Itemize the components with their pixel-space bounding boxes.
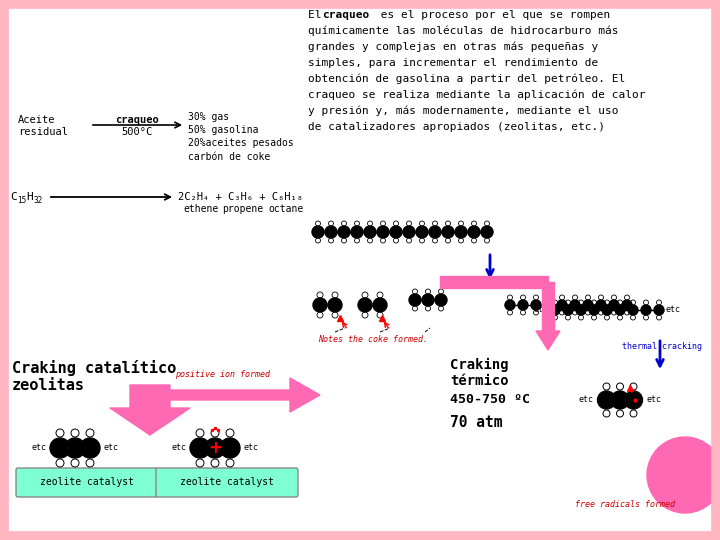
Circle shape [609, 300, 619, 310]
Polygon shape [170, 378, 320, 412]
FancyBboxPatch shape [156, 468, 298, 497]
Text: simples, para incrementar el rendimiento de: simples, para incrementar el rendimiento… [308, 58, 598, 68]
Circle shape [576, 305, 586, 315]
Circle shape [598, 391, 616, 409]
Text: +: + [208, 439, 222, 457]
Circle shape [220, 438, 240, 458]
Circle shape [429, 226, 441, 238]
Text: zeolite catalyst: zeolite catalyst [40, 477, 134, 487]
Text: etc: etc [104, 443, 119, 453]
Circle shape [505, 300, 515, 310]
Circle shape [622, 300, 632, 310]
Circle shape [435, 294, 447, 306]
Circle shape [455, 226, 467, 238]
Text: thermal cracking: thermal cracking [622, 342, 702, 351]
Text: etc: etc [31, 443, 46, 453]
Text: obtención de gasolina a partir del petróleo. El: obtención de gasolina a partir del petró… [308, 74, 625, 84]
Text: es el proceso por el que se rompen: es el proceso por el que se rompen [374, 10, 611, 20]
Circle shape [358, 298, 372, 312]
Circle shape [481, 226, 493, 238]
Circle shape [596, 300, 606, 310]
Circle shape [611, 391, 629, 409]
Text: 30% gas
50% gasolina
20%aceites pesados
carbón de coke: 30% gas 50% gasolina 20%aceites pesados … [188, 112, 294, 161]
Circle shape [468, 226, 480, 238]
Text: y presión y, más modernamente, mediante el uso: y presión y, más modernamente, mediante … [308, 106, 618, 117]
Text: grandes y complejas en otras más pequeñas y: grandes y complejas en otras más pequeña… [308, 42, 598, 52]
Text: 500°C: 500°C [122, 127, 153, 137]
Circle shape [557, 300, 567, 310]
Text: C: C [10, 192, 17, 202]
Text: etc: etc [666, 306, 681, 314]
Text: 2C₂H₄ + C₃H₆ + C₈H₁₈: 2C₂H₄ + C₃H₆ + C₈H₁₈ [178, 192, 303, 202]
Circle shape [624, 391, 642, 409]
Circle shape [416, 226, 428, 238]
Circle shape [80, 438, 100, 458]
Circle shape [190, 438, 210, 458]
Circle shape [531, 300, 541, 310]
Text: free radicals formed: free radicals formed [575, 500, 675, 509]
Circle shape [422, 294, 434, 306]
Circle shape [390, 226, 402, 238]
Circle shape [50, 438, 70, 458]
Circle shape [570, 300, 580, 310]
Text: propene: propene [222, 204, 263, 214]
Text: Craking catalítico
zeolitas: Craking catalítico zeolitas [12, 360, 176, 394]
Circle shape [313, 298, 327, 312]
Circle shape [615, 305, 625, 315]
Circle shape [205, 438, 225, 458]
Text: Aceite
residual: Aceite residual [18, 115, 68, 137]
Text: ethene: ethene [183, 204, 218, 214]
Circle shape [654, 305, 664, 315]
Circle shape [373, 298, 387, 312]
Text: Craking
térmico: Craking térmico [450, 358, 508, 388]
Circle shape [544, 300, 554, 310]
Circle shape [65, 438, 85, 458]
Text: etc: etc [244, 443, 259, 453]
Text: 70 atm: 70 atm [450, 415, 503, 430]
Circle shape [351, 226, 363, 238]
Text: 32: 32 [33, 196, 42, 205]
Text: etc: etc [171, 443, 186, 453]
Text: Notes the coke formed.: Notes the coke formed. [318, 335, 428, 344]
Text: de catalizadores apropiados (zeolitas, etc.): de catalizadores apropiados (zeolitas, e… [308, 122, 605, 132]
Circle shape [312, 226, 324, 238]
Circle shape [583, 300, 593, 310]
Text: H: H [26, 192, 32, 202]
Text: positive ion formed: positive ion formed [175, 370, 270, 379]
Circle shape [328, 298, 342, 312]
Circle shape [641, 305, 651, 315]
Circle shape [550, 305, 560, 315]
Circle shape [377, 226, 389, 238]
Text: etc: etc [578, 395, 593, 404]
Text: craqueo: craqueo [115, 115, 159, 125]
Circle shape [325, 226, 337, 238]
Text: 450-750 ºC: 450-750 ºC [450, 393, 530, 406]
Circle shape [589, 305, 599, 315]
Text: químicamente las moléculas de hidrocarburo más: químicamente las moléculas de hidrocarbu… [308, 26, 618, 37]
Text: El: El [308, 10, 328, 20]
Circle shape [409, 294, 421, 306]
Text: etc: etc [647, 395, 662, 404]
Circle shape [647, 437, 720, 513]
Text: octane: octane [268, 204, 303, 214]
Circle shape [338, 226, 350, 238]
Polygon shape [110, 385, 190, 435]
Circle shape [442, 226, 454, 238]
Text: craqueo: craqueo [322, 10, 369, 20]
Circle shape [518, 300, 528, 310]
Text: zeolite catalyst: zeolite catalyst [180, 477, 274, 487]
Circle shape [364, 226, 376, 238]
Text: 15: 15 [17, 196, 26, 205]
FancyBboxPatch shape [16, 468, 158, 497]
Polygon shape [536, 331, 560, 350]
Text: craqueo se realiza mediante la aplicación de calor: craqueo se realiza mediante la aplicació… [308, 90, 646, 100]
Circle shape [602, 305, 612, 315]
Circle shape [403, 226, 415, 238]
Circle shape [628, 305, 638, 315]
Circle shape [563, 305, 573, 315]
Text: etc: etc [534, 306, 549, 314]
